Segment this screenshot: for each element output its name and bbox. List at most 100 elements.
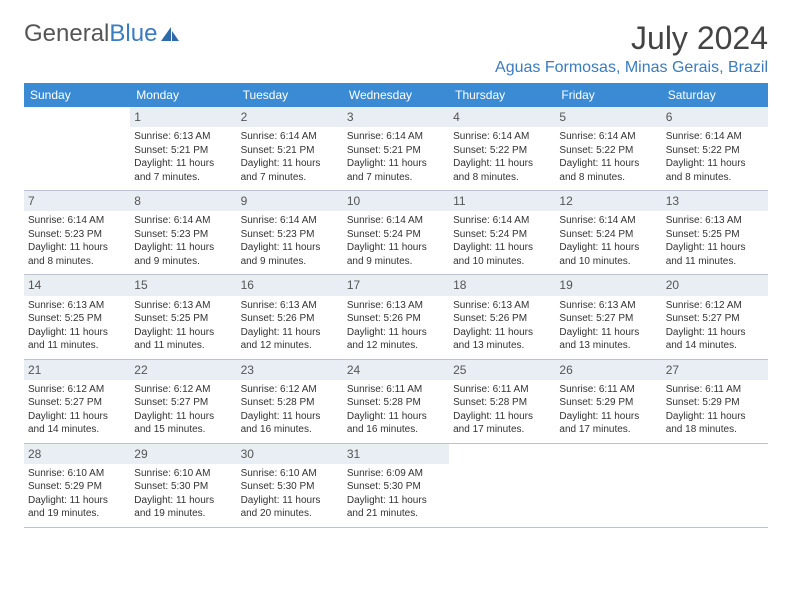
calendar-day-cell: 27Sunrise: 6:11 AMSunset: 5:29 PMDayligh… (662, 359, 768, 443)
calendar-day-cell: 5Sunrise: 6:14 AMSunset: 5:22 PMDaylight… (555, 107, 661, 191)
sunset-text: Sunset: 5:24 PM (347, 228, 445, 242)
sunset-text: Sunset: 5:29 PM (559, 396, 657, 410)
sunrise-text: Sunrise: 6:11 AM (559, 383, 657, 397)
day-number: 2 (237, 107, 343, 127)
day-number: 21 (24, 360, 130, 380)
calendar-day-cell: 31Sunrise: 6:09 AMSunset: 5:30 PMDayligh… (343, 443, 449, 527)
sunset-text: Sunset: 5:28 PM (453, 396, 551, 410)
sunrise-text: Sunrise: 6:11 AM (347, 383, 445, 397)
sunset-text: Sunset: 5:23 PM (28, 228, 126, 242)
daylight-text: Daylight: 11 hours and 11 minutes. (666, 241, 764, 268)
sunset-text: Sunset: 5:22 PM (453, 144, 551, 158)
calendar-day-cell: 18Sunrise: 6:13 AMSunset: 5:26 PMDayligh… (449, 275, 555, 359)
sunrise-text: Sunrise: 6:13 AM (241, 299, 339, 313)
calendar-day-cell: 16Sunrise: 6:13 AMSunset: 5:26 PMDayligh… (237, 275, 343, 359)
daylight-text: Daylight: 11 hours and 16 minutes. (241, 410, 339, 437)
day-number: 28 (24, 444, 130, 464)
weekday-header: Sunday (24, 83, 130, 107)
weekday-header: Monday (130, 83, 236, 107)
sunset-text: Sunset: 5:30 PM (241, 480, 339, 494)
day-number: 9 (237, 191, 343, 211)
calendar-day-cell (449, 443, 555, 527)
calendar-week-row: 28Sunrise: 6:10 AMSunset: 5:29 PMDayligh… (24, 443, 768, 527)
calendar-week-row: 1Sunrise: 6:13 AMSunset: 5:21 PMDaylight… (24, 107, 768, 191)
calendar-day-cell: 23Sunrise: 6:12 AMSunset: 5:28 PMDayligh… (237, 359, 343, 443)
sunset-text: Sunset: 5:27 PM (28, 396, 126, 410)
daylight-text: Daylight: 11 hours and 10 minutes. (559, 241, 657, 268)
daylight-text: Daylight: 11 hours and 9 minutes. (347, 241, 445, 268)
sunset-text: Sunset: 5:25 PM (28, 312, 126, 326)
sunrise-text: Sunrise: 6:12 AM (241, 383, 339, 397)
title-block: July 2024 Aguas Formosas, Minas Gerais, … (495, 20, 768, 77)
calendar-day-cell: 17Sunrise: 6:13 AMSunset: 5:26 PMDayligh… (343, 275, 449, 359)
sunrise-text: Sunrise: 6:12 AM (28, 383, 126, 397)
daylight-text: Daylight: 11 hours and 19 minutes. (28, 494, 126, 521)
sunrise-text: Sunrise: 6:14 AM (453, 214, 551, 228)
calendar-day-cell: 3Sunrise: 6:14 AMSunset: 5:21 PMDaylight… (343, 107, 449, 191)
calendar-day-cell: 30Sunrise: 6:10 AMSunset: 5:30 PMDayligh… (237, 443, 343, 527)
day-number: 18 (449, 275, 555, 295)
sunset-text: Sunset: 5:22 PM (666, 144, 764, 158)
calendar-day-cell: 11Sunrise: 6:14 AMSunset: 5:24 PMDayligh… (449, 191, 555, 275)
daylight-text: Daylight: 11 hours and 21 minutes. (347, 494, 445, 521)
location-text: Aguas Formosas, Minas Gerais, Brazil (495, 59, 768, 77)
daylight-text: Daylight: 11 hours and 8 minutes. (453, 157, 551, 184)
sunrise-text: Sunrise: 6:14 AM (134, 214, 232, 228)
day-number: 6 (662, 107, 768, 127)
calendar-header-row: SundayMondayTuesdayWednesdayThursdayFrid… (24, 83, 768, 107)
calendar-day-cell: 22Sunrise: 6:12 AMSunset: 5:27 PMDayligh… (130, 359, 236, 443)
sunrise-text: Sunrise: 6:14 AM (453, 130, 551, 144)
calendar-week-row: 21Sunrise: 6:12 AMSunset: 5:27 PMDayligh… (24, 359, 768, 443)
daylight-text: Daylight: 11 hours and 13 minutes. (453, 326, 551, 353)
sunset-text: Sunset: 5:29 PM (666, 396, 764, 410)
sunrise-text: Sunrise: 6:14 AM (559, 214, 657, 228)
sunrise-text: Sunrise: 6:14 AM (241, 214, 339, 228)
day-number: 14 (24, 275, 130, 295)
weekday-header: Tuesday (237, 83, 343, 107)
daylight-text: Daylight: 11 hours and 9 minutes. (134, 241, 232, 268)
daylight-text: Daylight: 11 hours and 7 minutes. (347, 157, 445, 184)
month-title: July 2024 (495, 20, 768, 57)
calendar-day-cell: 19Sunrise: 6:13 AMSunset: 5:27 PMDayligh… (555, 275, 661, 359)
calendar-week-row: 7Sunrise: 6:14 AMSunset: 5:23 PMDaylight… (24, 191, 768, 275)
calendar-day-cell: 7Sunrise: 6:14 AMSunset: 5:23 PMDaylight… (24, 191, 130, 275)
calendar-day-cell: 1Sunrise: 6:13 AMSunset: 5:21 PMDaylight… (130, 107, 236, 191)
sunset-text: Sunset: 5:27 PM (666, 312, 764, 326)
sunset-text: Sunset: 5:23 PM (241, 228, 339, 242)
sunrise-text: Sunrise: 6:10 AM (241, 467, 339, 481)
daylight-text: Daylight: 11 hours and 7 minutes. (134, 157, 232, 184)
calendar-day-cell: 25Sunrise: 6:11 AMSunset: 5:28 PMDayligh… (449, 359, 555, 443)
daylight-text: Daylight: 11 hours and 14 minutes. (666, 326, 764, 353)
calendar-day-cell: 21 Sunrise: 6:12 AMSunset: 5:27 PMDayligh… (24, 359, 130, 443)
sunrise-text: Sunrise: 6:13 AM (347, 299, 445, 313)
sunset-text: Sunset: 5:28 PM (241, 396, 339, 410)
calendar-week-row: 14Sunrise: 6:13 AMSunset: 5:25 PMDayligh… (24, 275, 768, 359)
logo-text-2: Blue (109, 20, 157, 48)
daylight-text: Daylight: 11 hours and 8 minutes. (559, 157, 657, 184)
daylight-text: Daylight: 11 hours and 15 minutes. (134, 410, 232, 437)
sunset-text: Sunset: 5:29 PM (28, 480, 126, 494)
day-number: 26 (555, 360, 661, 380)
sunrise-text: Sunrise: 6:14 AM (28, 214, 126, 228)
daylight-text: Daylight: 11 hours and 10 minutes. (453, 241, 551, 268)
day-number: 22 (130, 360, 236, 380)
sunset-text: Sunset: 5:27 PM (559, 312, 657, 326)
daylight-text: Daylight: 11 hours and 14 minutes. (28, 410, 126, 437)
calendar-day-cell: 20Sunrise: 6:12 AMSunset: 5:27 PMDayligh… (662, 275, 768, 359)
sunrise-text: Sunrise: 6:14 AM (559, 130, 657, 144)
sunrise-text: Sunrise: 6:13 AM (559, 299, 657, 313)
logo-sail-icon (159, 25, 181, 43)
sunset-text: Sunset: 5:25 PM (666, 228, 764, 242)
day-number: 5 (555, 107, 661, 127)
daylight-text: Daylight: 11 hours and 11 minutes. (28, 326, 126, 353)
calendar-day-cell: 6Sunrise: 6:14 AMSunset: 5:22 PMDaylight… (662, 107, 768, 191)
daylight-text: Daylight: 11 hours and 8 minutes. (666, 157, 764, 184)
sunrise-text: Sunrise: 6:13 AM (453, 299, 551, 313)
daylight-text: Daylight: 11 hours and 13 minutes. (559, 326, 657, 353)
sunrise-text: Sunrise: 6:12 AM (134, 383, 232, 397)
day-number: 4 (449, 107, 555, 127)
calendar-day-cell: 2Sunrise: 6:14 AMSunset: 5:21 PMDaylight… (237, 107, 343, 191)
daylight-text: Daylight: 11 hours and 12 minutes. (347, 326, 445, 353)
sunset-text: Sunset: 5:21 PM (241, 144, 339, 158)
logo-text-1: General (24, 20, 109, 48)
